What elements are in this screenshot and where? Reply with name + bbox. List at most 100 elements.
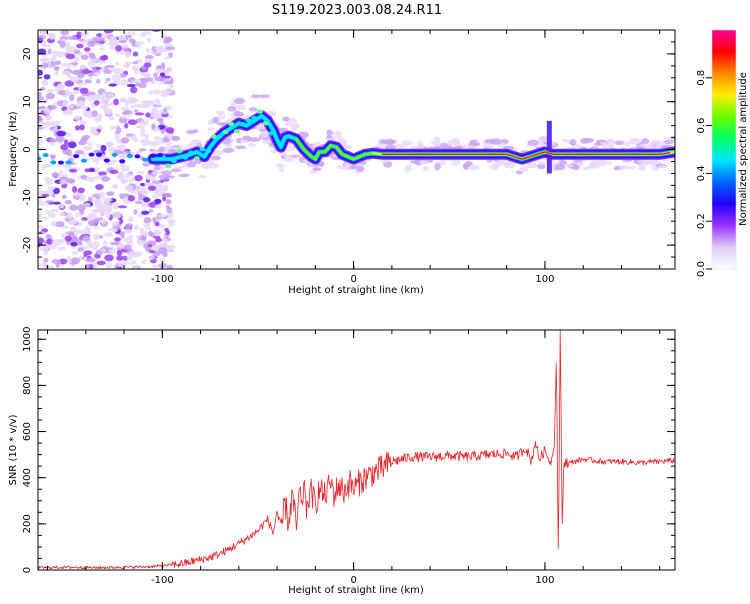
- heatmap-noise-cell: [120, 178, 129, 184]
- heatmap-noise-cell: [115, 45, 123, 52]
- heatmap-noise-cell: [134, 112, 145, 116]
- heatmap-noise-cell: [124, 100, 129, 107]
- heatmap-noise-cell: [59, 41, 66, 48]
- heatmap-noise-cell: [78, 38, 85, 42]
- heatmap-noise-cell: [59, 179, 67, 185]
- heatmap-halo-cell: [212, 116, 220, 124]
- heatmap-noise-cell: [101, 176, 110, 182]
- heatmap-noise-cell: [143, 73, 152, 79]
- heatmap-noise-cell: [147, 185, 157, 191]
- heatmap-noise-cell: [90, 130, 99, 135]
- heatmap-halo-cell: [469, 139, 478, 145]
- heatmap-noise-cell: [69, 226, 77, 233]
- heatmap-noise-cell: [59, 203, 65, 209]
- heatmap-noise-cell: [164, 56, 171, 60]
- heatmap-noise-cell: [43, 250, 48, 256]
- heatmap-noise-cell: [76, 43, 84, 49]
- heatmap-noise-ridge: [73, 154, 80, 159]
- heatmap-noise-cell: [57, 246, 67, 251]
- heatmap-halo-cell: [221, 138, 232, 145]
- heatmap-noise-cell: [69, 204, 78, 211]
- heatmap-noise-cell: [127, 234, 134, 241]
- heatmap-noise-cell: [44, 190, 54, 195]
- heatmap-noise-cell: [115, 113, 121, 118]
- heatmap-core: [381, 151, 671, 160]
- y-tick-label: 200: [22, 514, 33, 533]
- heatmap-noise-cell: [145, 178, 151, 183]
- heatmap-halo-cell: [561, 138, 568, 142]
- heatmap-halo-cell: [384, 144, 397, 150]
- heatmap-noise-cell: [143, 217, 152, 224]
- heatmap-halo-cell: [325, 135, 333, 139]
- heatmap-noise-cell: [103, 69, 112, 75]
- heatmap-halo-cell: [258, 94, 270, 99]
- heatmap-halo-cell: [486, 158, 493, 163]
- heatmap-halo-cell: [483, 143, 495, 149]
- heatmap-noise-cell: [116, 250, 123, 257]
- heatmap-noise-cell: [119, 193, 124, 200]
- colorbar-tick-label: 0.2: [696, 213, 707, 229]
- heatmap-noise-cell: [138, 213, 143, 218]
- heatmap-noise-cell: [113, 98, 119, 106]
- heatmap-noise-cell: [86, 40, 97, 48]
- heatmap-noise-cell: [97, 113, 103, 120]
- heatmap-halo-cell: [349, 164, 357, 170]
- heatmap-noise-cell: [151, 195, 159, 199]
- heatmap-halo-cell: [151, 140, 160, 146]
- heatmap-noise-cell: [160, 257, 166, 263]
- heatmap-noise-cell: [83, 250, 93, 256]
- x-tick-label: -100: [151, 274, 174, 285]
- heatmap-noise-cell: [47, 48, 52, 55]
- heatmap-noise-cell: [47, 105, 57, 110]
- heatmap-halo-cell: [588, 161, 601, 169]
- heatmap-noise-cell: [106, 141, 114, 147]
- heatmap-halo-cell: [259, 131, 269, 138]
- heatmap-noise-cell: [166, 264, 173, 269]
- heatmap-noise-cell: [169, 84, 175, 89]
- heatmap-noise-cell: [84, 79, 92, 84]
- heatmap-noise-cell: [60, 30, 69, 36]
- snr-line-group: [38, 330, 675, 570]
- heatmap-noise-cell: [86, 141, 94, 146]
- heatmap-noise-cell: [165, 205, 171, 210]
- heatmap-noise-cell: [126, 31, 136, 36]
- heatmap-noise-cell: [43, 108, 52, 115]
- heatmap-noise-cell: [124, 200, 130, 205]
- heatmap-blob: [251, 115, 258, 121]
- heatmap-noise-cell: [68, 168, 78, 173]
- heatmap-noise-cell: [143, 119, 149, 126]
- snr-y-axis-label: SNR (10 * v/v): [8, 414, 19, 485]
- heatmap-halo-cell: [159, 163, 166, 171]
- heatmap-noise-cell: [72, 186, 78, 193]
- heatmap-halo-cell: [354, 163, 364, 167]
- heatmap-noise-cell: [123, 228, 132, 234]
- heatmap-noise-cell: [57, 90, 67, 96]
- heatmap-noise-cell: [103, 107, 113, 115]
- heatmap-noise-cell: [38, 237, 45, 244]
- colorbar-gradient: [712, 30, 736, 269]
- heatmap-halo-cell: [490, 138, 502, 145]
- heatmap-noise-cell: [68, 230, 75, 238]
- heatmap-noise-cell: [98, 96, 104, 100]
- heatmap-noise-cell: [137, 186, 148, 193]
- heatmap-noise-cell: [105, 262, 113, 269]
- heatmap-noise-cell: [59, 176, 68, 180]
- heatmap-noise-cell: [99, 105, 108, 110]
- heatmap-noise-cell: [164, 80, 174, 85]
- heatmap-noise-cell: [91, 156, 101, 163]
- heatmap-noise-cell: [129, 260, 137, 265]
- heatmap-noise-cell: [165, 46, 176, 51]
- heatmap-halo-cell: [275, 163, 285, 168]
- heatmap-blob: [239, 122, 246, 127]
- heatmap-halo-cell: [179, 147, 189, 151]
- heatmap-noise-cell: [135, 82, 141, 87]
- figure-title: S119.2023.003.08.24.R11: [272, 3, 442, 18]
- heatmap-noise-cell: [84, 51, 90, 55]
- heatmap-noise-cell: [71, 257, 81, 265]
- heatmap-noise-cell: [38, 92, 43, 97]
- heatmap-blob: [176, 149, 183, 154]
- heatmap-halo-cell: [453, 145, 464, 149]
- heatmap-noise-cell: [163, 107, 168, 113]
